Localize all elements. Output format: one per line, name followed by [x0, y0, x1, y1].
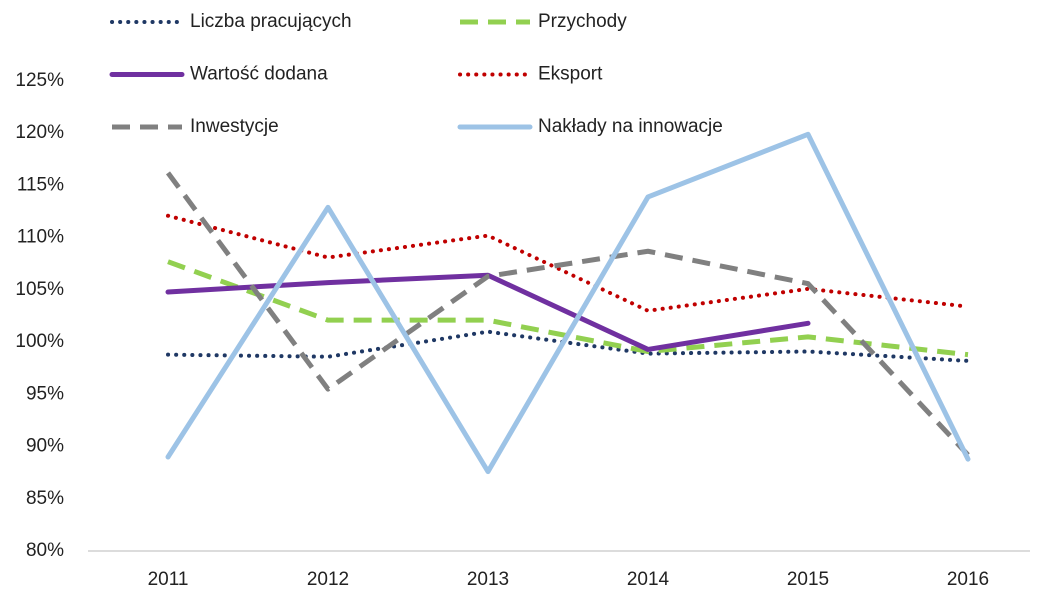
- x-tick-label: 2015: [787, 569, 829, 590]
- y-tick-label: 120%: [15, 122, 64, 143]
- y-tick-label: 110%: [17, 227, 64, 248]
- y-tick-label: 115%: [17, 174, 64, 195]
- x-tick-label: 2013: [467, 569, 509, 590]
- y-tick-label: 105%: [15, 279, 64, 300]
- x-tick-label: 2016: [947, 569, 989, 590]
- legend-label: Wartość dodana: [190, 64, 328, 85]
- x-tick-label: 2011: [148, 569, 189, 590]
- y-tick-label: 95%: [26, 383, 64, 404]
- y-tick-label: 85%: [26, 488, 64, 509]
- series-line: [165, 171, 970, 457]
- legend-label: Nakłady na innowacje: [538, 116, 723, 137]
- legend-label: Eksport: [538, 64, 603, 85]
- y-tick-label: 80%: [26, 540, 64, 561]
- series-line: [167, 259, 969, 358]
- y-tick-label: 100%: [15, 331, 64, 352]
- x-tick-label: 2014: [627, 569, 670, 590]
- legend-label: Inwestycje: [190, 116, 279, 137]
- y-tick-label: 125%: [15, 70, 64, 91]
- series-line: [165, 272, 811, 352]
- series-line: [165, 131, 971, 475]
- legend-label: Przychody: [538, 11, 627, 32]
- y-tick-label: 90%: [26, 436, 64, 457]
- x-tick-label: 2012: [307, 569, 349, 590]
- legend-label: Liczba pracujących: [190, 11, 352, 32]
